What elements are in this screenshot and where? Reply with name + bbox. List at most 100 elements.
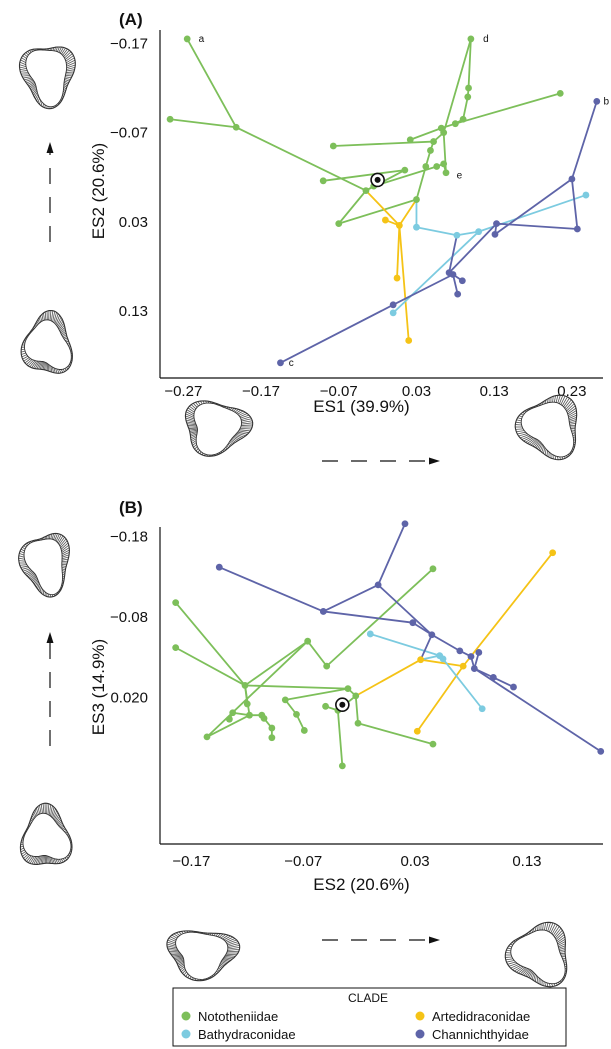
shape-hatch [30,573,36,580]
point-artedidraconidae [549,549,557,557]
phylogeny-branches-b [174,522,602,767]
branch-channichthyidae [571,100,598,180]
shape-hatch [44,362,46,370]
shape-hatch [179,966,185,971]
shape-hatch [227,943,240,947]
shape-hatch [27,855,34,863]
branch-nototheniidae [174,646,246,687]
shape-hatch [49,310,52,321]
branch-nototheniidae [186,38,238,129]
shape-hatch [508,962,518,967]
shape-hatch [20,847,24,850]
point-label-b: b [604,96,610,107]
shape-hatch [546,982,549,987]
shape-hatch [190,436,197,441]
x-tick-label-b: 0.13 [512,853,541,870]
shape-hatch [231,437,238,442]
shape-hatch [50,366,53,373]
legend-label-bathydraconidae: Bathydraconidae [198,1027,296,1042]
panel-label-b: (B) [119,498,143,517]
shape-hatch [225,938,236,943]
y-tick-label-b: 0.020 [110,689,148,706]
shape-hatch [48,804,52,816]
shape-hatch [191,438,197,442]
shape-hatch [550,923,556,934]
legend-box [172,987,567,1047]
shape-hatch [220,962,226,966]
shape-hatch [55,815,60,823]
shape-hatch [571,431,576,433]
point-artedidraconidae [395,222,403,229]
shape-hatch [547,922,551,932]
shape-hatch [173,955,183,958]
shape-hatch [552,396,554,403]
shape-hatch [36,96,39,102]
shape-hatch [521,435,531,440]
shape-hatch [544,448,547,455]
shape-hatch [19,564,27,566]
shape-hatch [61,549,70,555]
species-points-a [166,35,601,367]
shape-hatch [61,552,70,557]
shape-hatch [61,565,67,567]
shape-hatch [543,447,546,454]
point-channichthyidae [470,665,478,672]
shape-hatch [177,961,185,966]
branch-artedidraconidae [462,551,554,668]
shape-hatch [66,66,76,70]
branch-nototheniidae [454,92,562,125]
point-nototheniidae [427,147,434,154]
y-tick-label-a: 0.03 [119,214,148,231]
shape-hatch [19,66,27,70]
shape-hatch [182,969,186,974]
shape-hatch [28,81,35,87]
shape-hatch [539,444,544,452]
x-tick-label-a: −0.27 [164,383,202,400]
shape-hatch [24,77,32,81]
shape-hatch [38,855,42,865]
shape-hatch [534,975,537,982]
shape-hatch [559,395,564,404]
point-nototheniidae [338,762,346,770]
shape-hatch [175,957,184,961]
shape-hatch [61,558,69,561]
shape-hatch [240,416,251,420]
branch-channichthyidae [322,584,380,613]
point-nototheniidae [352,692,360,700]
point-channichthyidae [454,290,462,298]
shape-hatch [517,431,526,435]
point-nototheniidae [323,662,331,670]
shape-hatch [61,547,70,553]
panel-b: (B) −0.17 −0.07 0.03 0.13 −0.18 −0.08 0.020 ES2 … [89,498,605,894]
shape-hatch [32,813,36,818]
shape-hatch [64,79,70,82]
branch-channichthyidae [392,273,454,306]
shape-hatch [18,560,26,562]
shape-hatch [240,414,250,419]
branch-bathydraconidae [415,226,458,237]
shape-hatch [23,853,29,859]
legend-swatch-bathydraconidae [181,1029,191,1039]
legend-label-nototheniidae: Nototheniidae [198,1009,278,1024]
y-axis-title-b: ES3 (14.9%) [89,639,108,735]
legend-swatch-nototheniidae [181,1011,191,1021]
y-axis-title-a: ES2 (20.6%) [89,143,108,239]
shape-hatch [219,933,224,938]
shape-hatch [60,540,68,548]
shape-hatch [544,981,546,987]
shape-es2-min [18,46,76,110]
shape-hatch [39,100,42,105]
shape-hatch [514,965,523,972]
shape-hatch [23,357,30,362]
shape-hatch [166,943,177,947]
shape-hatch [567,407,577,415]
x-tick-label-b: 0.03 [400,853,429,870]
shape-hatch [228,442,232,446]
point-nototheniidae [433,163,441,170]
shape-hatch [530,971,534,979]
shape-hatch [177,960,185,965]
point-nototheniidae [422,163,430,170]
shape-hatch [57,819,62,825]
shape-hatch [50,310,54,322]
shape-hatch [65,76,72,79]
